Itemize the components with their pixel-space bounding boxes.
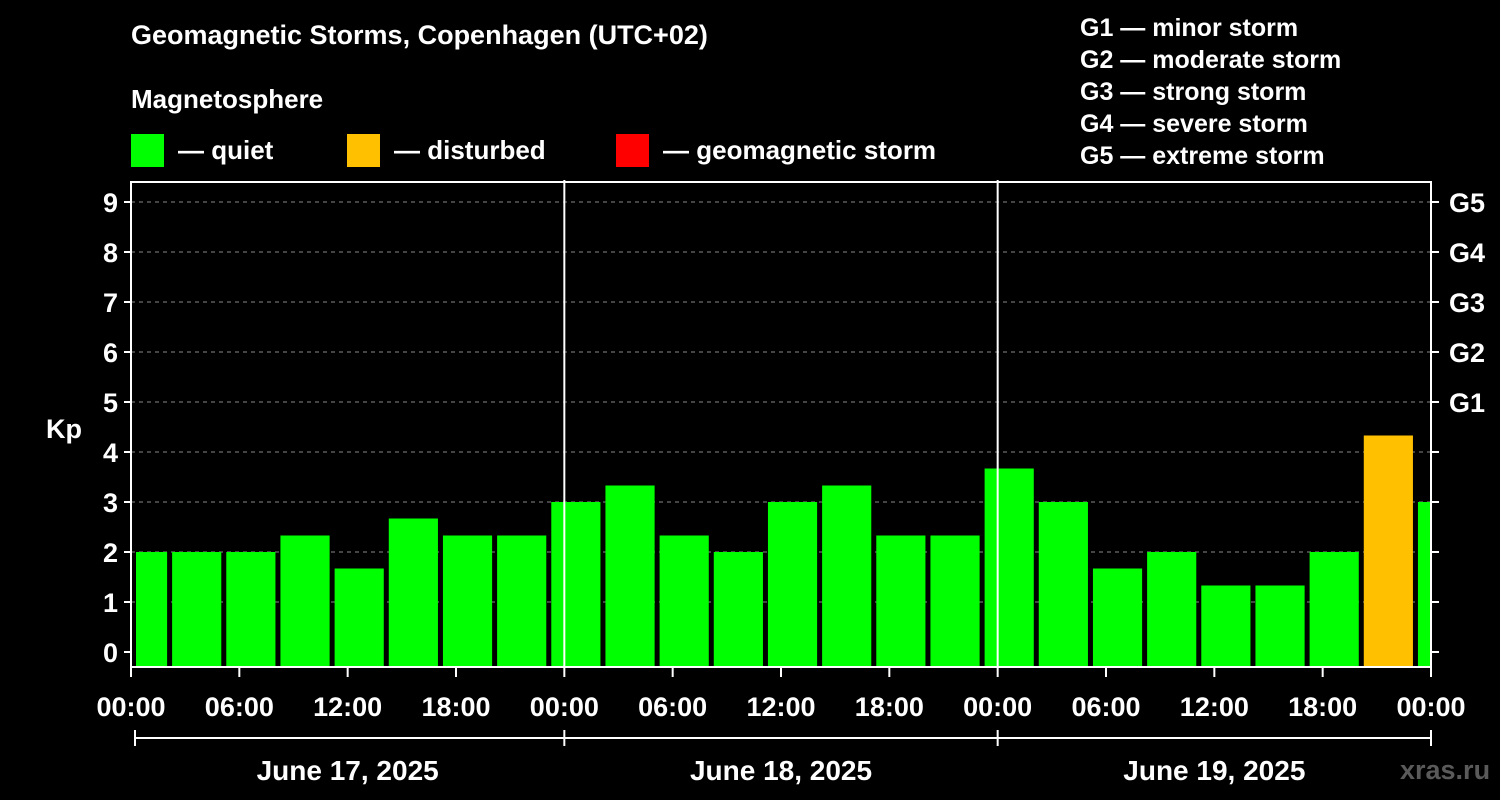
legend-quiet-swatch [131,133,164,167]
legend-storm: — geomagnetic storm [616,133,936,167]
x-tick-label: 06:00 [638,692,707,722]
kp-bar [1201,585,1251,667]
kp-bar [334,568,384,667]
x-tick-label: 00:00 [530,692,599,722]
x-tick-label: 00:00 [1396,692,1465,722]
kp-bar [659,535,709,667]
x-tick-label: 18:00 [855,692,924,722]
kp-bar [713,552,763,667]
g-level-label: G5 [1449,188,1485,218]
kp-bar [172,552,222,667]
legend-disturbed-swatch [347,133,380,167]
x-tick-label: 12:00 [746,692,815,722]
y-tick-label: 2 [103,538,118,568]
y-tick-label: 4 [103,438,118,468]
watermark: xras.ru [1400,755,1491,785]
legend-quiet-label: — quiet [178,134,274,165]
kp-bar [442,535,493,667]
storm-scale-g2: G2 — moderate storm [1080,46,1342,74]
g-level-label: G1 [1449,388,1485,418]
kp-bar [930,535,980,667]
x-tick-label: 12:00 [1180,692,1249,722]
storm-scale-legend: G1 — minor storm G2 — moderate storm G3 … [1080,12,1341,172]
kp-bar [767,502,818,667]
date-label: June 18, 2025 [690,755,872,786]
y-axis-label: Kp [46,414,82,444]
x-tick-label: 00:00 [963,692,1032,722]
x-tick-label: 18:00 [421,692,490,722]
legend-quiet: — quiet [131,133,273,167]
magnetosphere-label: Magnetosphere [131,84,324,114]
g-level-label: G4 [1449,238,1485,268]
kp-bar [984,468,1034,667]
x-tick-label: 18:00 [1288,692,1357,722]
kp-bar [1147,552,1197,667]
kp-bar [1309,552,1359,667]
g-level-label: G3 [1449,288,1485,318]
y-tick-label: 0 [103,638,118,668]
legend-storm-swatch [616,133,649,167]
y-tick-label: 1 [103,588,118,618]
y-tick-label: 3 [103,488,118,518]
x-tick-label: 12:00 [313,692,382,722]
kp-bar [388,518,438,667]
chart-title: Geomagnetic Storms, Copenhagen (UTC+02) [131,20,708,50]
date-label: June 19, 2025 [1123,755,1305,786]
x-tick-label: 06:00 [1071,692,1140,722]
y-tick-label: 9 [103,188,118,218]
storm-scale-g5: G5 — extreme storm [1080,142,1325,170]
y-tick-label: 8 [103,238,118,268]
y-tick-label: 7 [103,288,118,318]
legend-disturbed-label: — disturbed [394,134,546,165]
kp-bar [497,535,547,667]
kp-bar [1255,585,1305,667]
kp-bar [1363,435,1413,667]
kp-bar [280,535,330,667]
date-label: June 17, 2025 [257,755,439,786]
storm-scale-g1: G1 — minor storm [1080,14,1299,42]
x-tick-label: 06:00 [205,692,274,722]
storm-scale-g3: G3 — strong storm [1080,78,1307,106]
kp-bar [822,485,872,667]
storm-scale-g4: G4 — severe storm [1080,110,1308,138]
kp-bar [605,485,655,667]
kp-bar [1417,502,1431,667]
g-level-label: G2 [1449,338,1485,368]
kp-bar [876,535,926,667]
y-tick-label: 5 [103,388,118,418]
kp-bar [136,552,168,667]
kp-bar [226,552,276,667]
kp-bar [1092,568,1143,667]
kp-bar [1038,502,1088,667]
legend-storm-label: — geomagnetic storm [663,134,937,165]
kp-bar [551,502,601,667]
y-tick-label: 6 [103,338,118,368]
legend-disturbed: — disturbed [347,133,546,167]
x-tick-label: 00:00 [96,692,165,722]
